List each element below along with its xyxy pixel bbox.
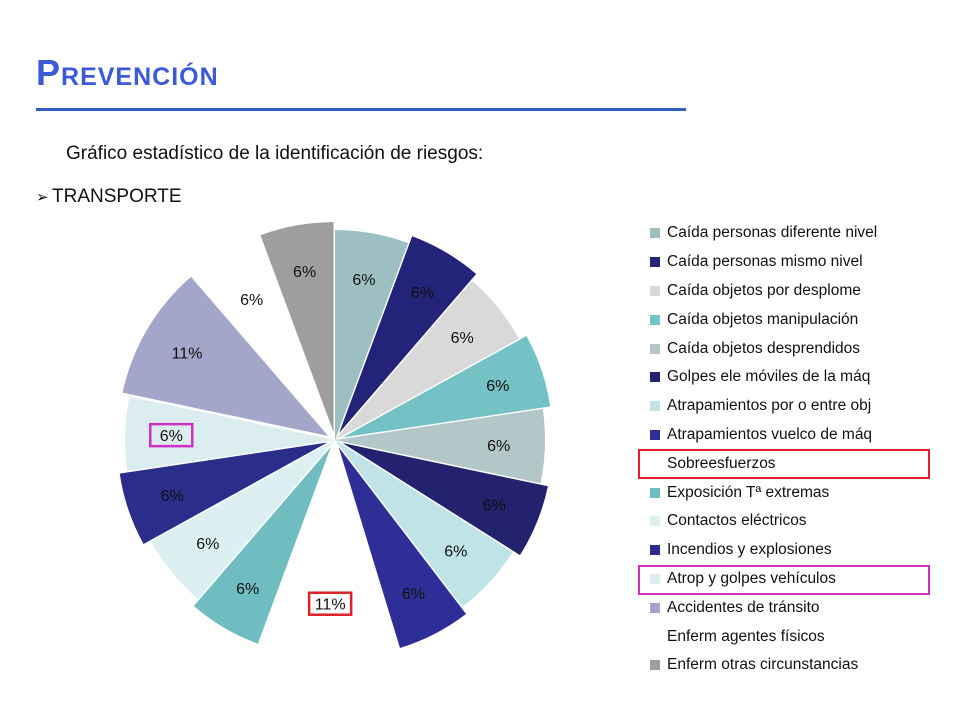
legend-item: Sobreesfuerzos [638,449,950,480]
pie-slice-enferm-otras-circunstancias [260,222,334,433]
legend-label: Enferm agentes físicos [667,627,825,645]
legend-swatch [650,545,660,556]
legend-label: Caída personas diferente nivel [667,224,878,242]
legend-item: Atrapamientos vuelco de máq [650,421,950,450]
legend-item: Accidentes de tránsito [650,593,950,622]
data-label-atrapamientos-vuelco-de-maq: 6% [402,586,425,603]
legend-item: Caída objetos desprendidos [650,334,950,363]
data-label-caida-personas-diferente-nivel: 6% [352,272,375,289]
data-label-caida-objetos-por-desplome: 6% [451,330,474,347]
legend-item: Caída objetos manipulación [650,305,950,334]
pie-slice-exposicion-t-extremas [193,446,331,644]
chart-legend: Caída personas diferente nivel Caída pers… [638,219,950,680]
legend-swatch [650,631,660,642]
data-label-caida-objetos-desprendidos: 6% [487,438,510,455]
legend-swatch [650,573,660,584]
legend-item: Caída personas diferente nivel [650,219,950,248]
legend-label: Atrapamientos por o entre obj [667,397,872,415]
legend-item: Atrapamientos por o entre obj [650,392,950,421]
legend-swatch [650,314,660,325]
pie-slice-incendios-y-explosiones [119,442,328,544]
legend-swatch [650,285,660,296]
legend-swatch [650,602,660,613]
legend-swatch [650,516,660,527]
pie-slice-golpes-ele-moviles-de-la-maq [342,443,548,556]
data-label-highlight-box [149,422,194,448]
legend-swatch [650,487,660,498]
pie-slice-accidentes-de-transito [122,276,329,436]
pie-slice-caida-objetos-desprendidos [335,408,545,484]
legend-label: Sobreesfuerzos [667,454,776,472]
data-label-exposicion-t-extremas: 6% [236,581,259,598]
section-label: TRANSPORTE [52,186,182,207]
legend-label: Atrapamientos vuelco de máq [667,425,873,443]
legend-label: Contactos eléctricos [667,512,807,530]
legend-swatch [650,458,660,469]
legend-item: Caída personas mismo nivel [650,248,950,277]
legend-item: Golpes ele móviles de la máq [650,363,950,392]
legend-label: Caída objetos manipulación [667,310,859,328]
legend-item: Atrop y golpes vehículos [638,564,950,595]
pie-slice-contactos-electricos [151,440,335,600]
chart-subtitle: Gráfico estadístico de la identificación… [66,143,484,164]
legend-item: Caída objetos por desplome [650,277,950,306]
legend-item: Enferm agentes físicos [650,622,950,651]
legend-item: Contactos eléctricos [650,507,950,536]
data-label-enferm-otras-circunstancias: 6% [293,264,316,281]
legend-label: Caída objetos por desplome [667,281,861,299]
pie-slice-caida-personas-mismo-nivel [339,236,477,434]
legend-swatch [650,401,660,412]
data-label-sobreesfuerzos: 11% [315,597,346,614]
pie-slice-caida-personas-diferente-nivel [335,230,409,440]
data-label-highlight-box [307,591,353,616]
legend-label: Incendios y explosiones [667,541,832,559]
legend-swatch [650,228,660,239]
arrow-bullet-icon: ➢ [36,189,49,206]
title-underline [36,108,686,111]
pie-slice-atrapamientos-vuelco-de-maq [338,447,467,648]
pie-slice-caida-objetos-manipulacion [342,336,551,438]
pie-slice-sobreesfuerzos [261,440,397,650]
data-label-caida-objetos-manipulacion: 6% [486,378,509,395]
legend-label: Golpes ele móviles de la máq [667,368,871,386]
legend-label: Caída personas mismo nivel [667,253,863,271]
legend-swatch [650,257,660,268]
legend-swatch [650,429,660,440]
data-label-atrapamientos-por-o-entre-obj: 6% [444,544,467,561]
pie-slice-enferm-agentes-fisicos [197,243,335,440]
page-title: Prevención [36,52,219,93]
data-label-atrop-y-golpes-vehiculos: 6% [160,428,183,445]
legend-item: Enferm otras circunstancias [650,651,950,680]
data-label-caida-personas-mismo-nivel: 6% [411,285,434,302]
legend-label: Enferm otras circunstancias [667,656,859,674]
legend-label: Exposición Tª extremas [667,483,830,501]
legend-swatch [650,660,660,671]
legend-swatch [650,343,660,354]
data-label-incendios-y-explosiones: 6% [161,488,184,505]
section-heading: ➢ TRANSPORTE [36,186,182,208]
pie-slice-atrapamientos-por-o-entre-obj [335,440,513,607]
pie-slice-atrop-y-golpes-vehiculos [125,396,336,472]
legend-swatch [650,372,660,383]
data-label-accidentes-de-transito: 11% [172,346,203,363]
legend-item: Incendios y explosiones [650,536,950,565]
pie-slice-caida-objetos-por-desplome [335,280,519,440]
legend-label: Caída objetos desprendidos [667,339,861,357]
legend-label: Accidentes de tránsito [667,598,820,616]
data-label-golpes-ele-moviles-de-la-maq: 6% [483,498,506,515]
data-label-enferm-agentes-fisicos: 6% [240,292,263,309]
legend-item: Exposición Tª extremas [650,478,950,507]
data-label-contactos-electricos: 6% [196,536,219,553]
legend-label: Atrop y golpes vehículos [667,569,836,587]
